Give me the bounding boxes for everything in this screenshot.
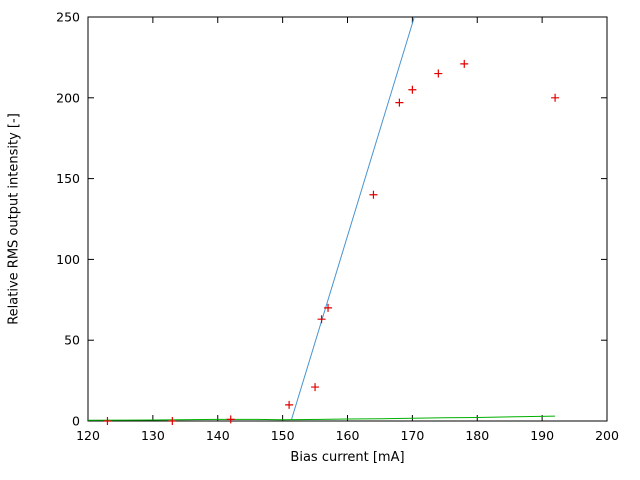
data-point-marker [551, 93, 560, 102]
y-tick-label: 150 [56, 171, 80, 186]
data-point-marker [460, 59, 469, 68]
y-axis-label: Relative RMS output intensity [-] [6, 113, 22, 325]
x-tick-label: 180 [465, 428, 489, 443]
x-tick-label: 150 [271, 428, 295, 443]
x-tick-label: 140 [206, 428, 230, 443]
y-tick-label: 100 [56, 252, 80, 267]
x-axis-label: Bias current [mA] [290, 450, 405, 465]
data-point-marker [395, 98, 404, 107]
linear-fit-line [290, 16, 415, 422]
x-tick-label: 130 [141, 428, 165, 443]
x-tick-label: 120 [76, 428, 100, 443]
data-point-marker [311, 383, 320, 392]
data-point-marker [317, 315, 326, 324]
data-point-marker [408, 85, 417, 94]
y-tick-label: 0 [72, 414, 80, 429]
x-tick-label: 190 [530, 428, 554, 443]
data-point-marker [285, 400, 294, 409]
x-tick-label: 170 [400, 428, 424, 443]
plot-border [87, 16, 608, 422]
data-point-marker [103, 417, 112, 425]
data-point-marker [369, 190, 378, 199]
data-point-marker [226, 415, 235, 424]
x-tick-label: 200 [595, 428, 619, 443]
data-point-marker [434, 69, 443, 78]
data-point-marker [168, 417, 177, 425]
y-tick-label: 50 [64, 333, 80, 348]
data-point-marker [324, 303, 333, 312]
y-tick-label: 250 [56, 10, 80, 25]
y-tick-label: 200 [56, 90, 80, 105]
x-tick-label: 160 [336, 428, 360, 443]
baseline-line [87, 415, 556, 421]
